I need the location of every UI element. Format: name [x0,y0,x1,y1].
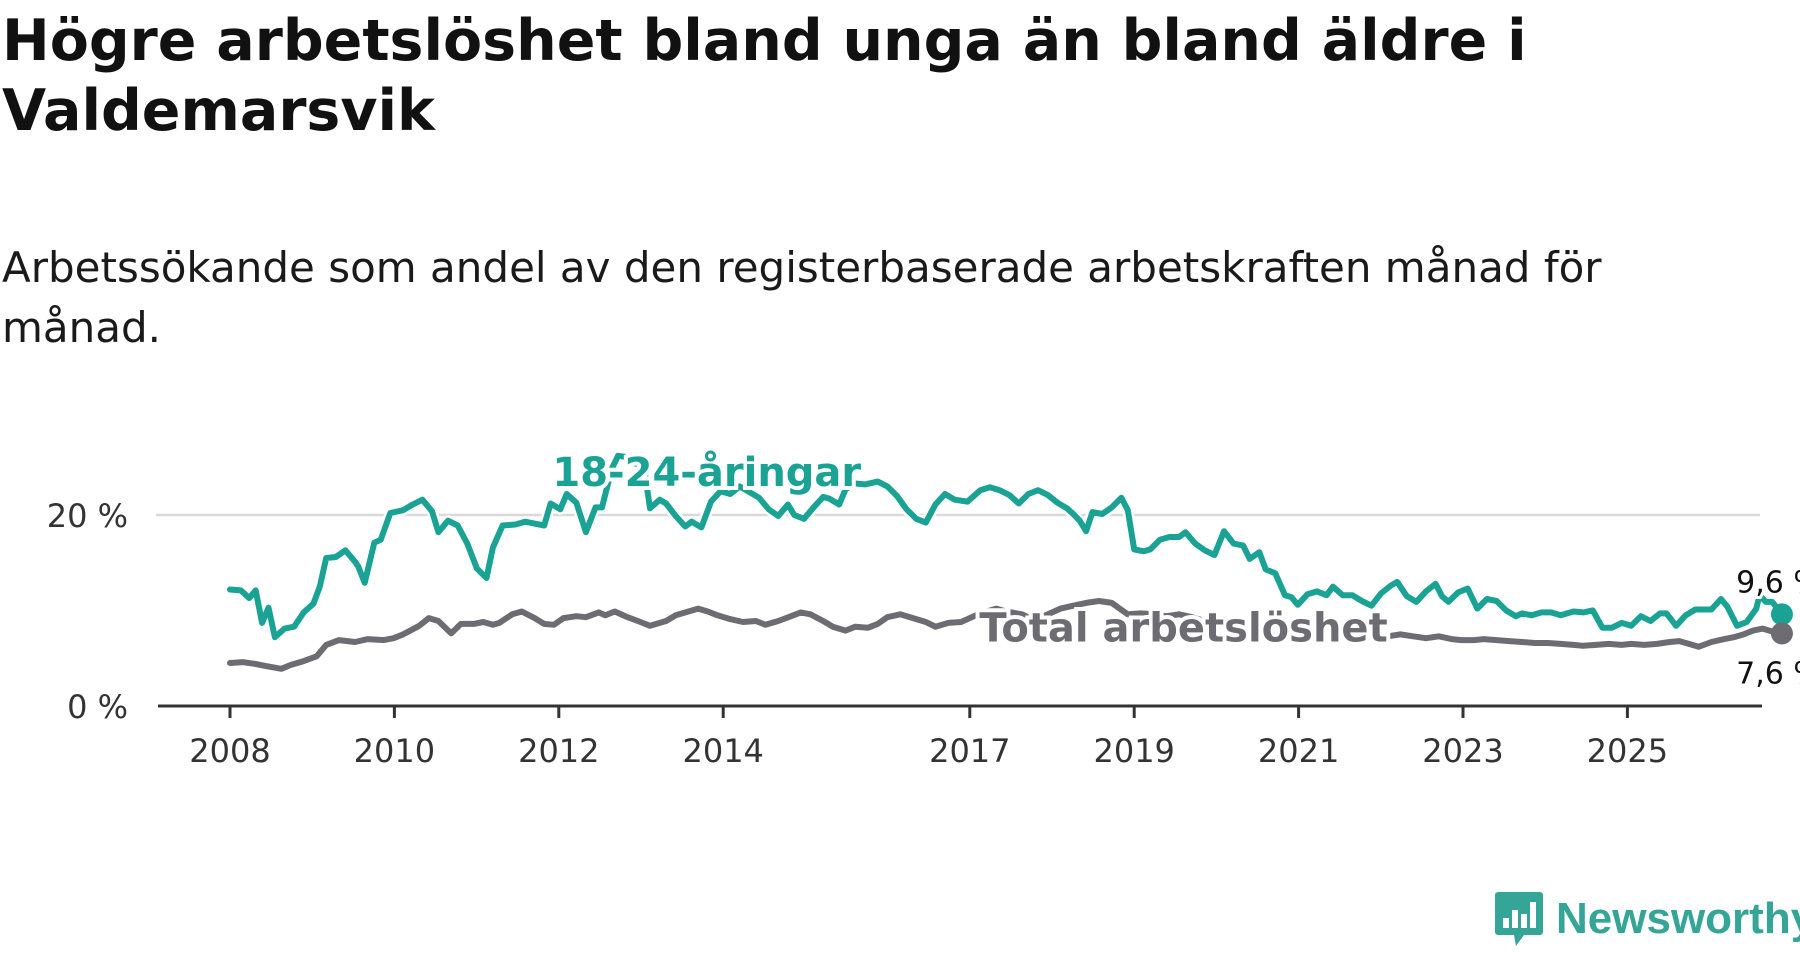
y-tick-label: 0 % [67,688,128,726]
series-end-marker [1770,603,1793,626]
series-inline-label: 18-24-åringar [552,449,861,496]
x-tick-label: 2021 [1258,732,1339,770]
x-tick-label: 2019 [1093,732,1174,770]
series-inline-label: Total arbetslöshet [979,606,1387,652]
chart-subtitle: Arbetssökande som andel av den registerb… [2,243,1602,352]
x-tick-label: 2014 [682,732,763,770]
brand-name: Newsworthy [1556,894,1800,943]
x-tick-label: 2017 [929,732,1010,770]
bar-chart-speech-bubble-icon [1495,892,1543,946]
series-end-label: 9,6 % [1736,565,1800,600]
series-labels: 9,6 % 7,6 % 18-24-åringar Total arbetslöshe… [548,445,1800,694]
chart-title: Högre arbetslöshet bland unga än bland ä… [2,8,1527,144]
x-tick-label: 2025 [1587,732,1668,770]
x-tick-label: 2023 [1422,732,1503,770]
series-line-0 [227,452,1785,641]
axes: 0 % 20 % 2008 2010 2012 2014 2017 2019 2021 2023 2… [47,497,1762,770]
series-lines [224,450,1788,675]
y-tick-label: 20 % [47,497,128,535]
x-tick-label: 2010 [354,732,435,770]
series-end-label: 7,6 % [1736,656,1800,691]
series-line-1 [227,598,1785,672]
newsworthy-logo: Newsworthy [1494,884,1800,954]
series-end-marker [1770,622,1793,645]
x-tick-label: 2012 [518,732,599,770]
x-tick-label: 2008 [189,732,270,770]
